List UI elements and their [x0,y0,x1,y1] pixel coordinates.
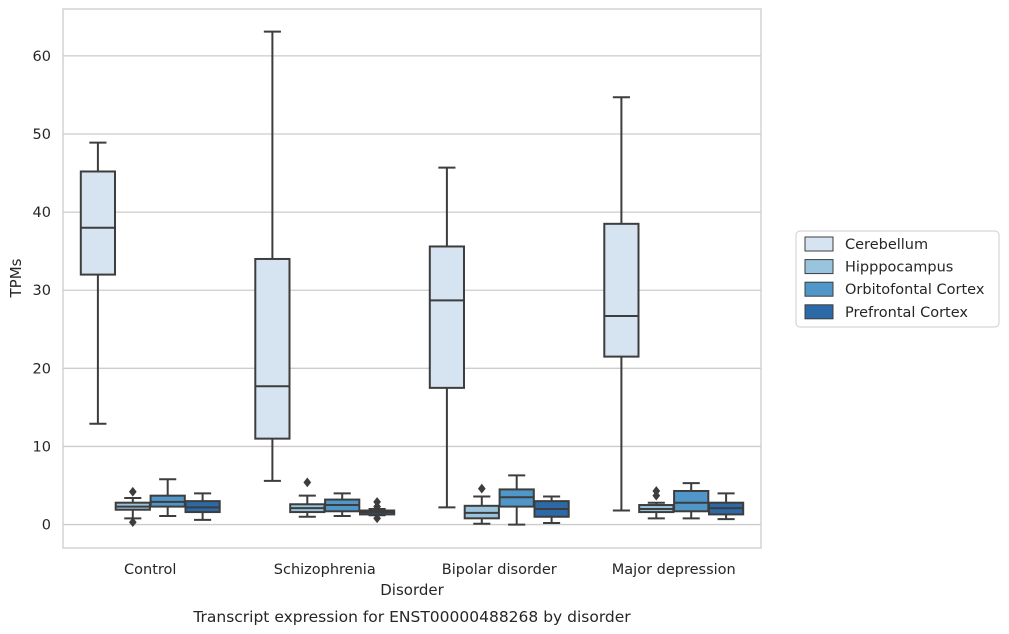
x-axis-label: Disorder [380,581,444,599]
legend-label: Prefrontal Cortex [845,305,968,321]
y-tick-label: 0 [42,518,51,534]
legend-swatch [804,281,834,297]
box-prefrontal-cortex-1 [358,497,396,524]
x-tick-label: Control [124,562,176,578]
y-tick-label: 40 [33,205,51,221]
legend-label: Orbitofontal Cortex [845,282,985,298]
box-body [603,222,640,358]
outlier-point [373,513,381,524]
y-tick-label: 50 [33,127,51,143]
outlier-point [477,483,486,494]
box-prefrontal-cortex-3 [707,492,745,521]
box-hipppocampus-3 [638,486,675,520]
box-orbitofontal-cortex-1 [324,492,361,517]
box-orbitofontal-cortex-2 [498,474,535,526]
grid-lines [63,55,761,526]
plot-area [79,30,745,528]
outlier-point [128,517,137,528]
box-hipppocampus-2 [463,483,500,525]
y-tick-label: 20 [33,361,51,377]
legend: Cerebellum Hipppocampus Orbitofontal Corte… [795,230,1000,328]
box-cerebellum-1 [254,30,291,482]
box-cerebellum-0 [79,141,117,425]
outlier-point [128,486,137,497]
legend-swatch [804,236,834,252]
y-tick-label: 60 [33,49,51,65]
x-axis-ticks: Control Schizophrenia Bipolar disorder Majo… [124,562,736,578]
plot-frame [62,8,762,549]
box-body [254,257,291,440]
x-tick-label: Schizophrenia [274,562,376,578]
x-tick-label: Bipolar disorder [442,562,557,578]
legend-label: Hipppocampus [845,260,953,276]
box-orbitofontal-cortex-0 [149,478,186,517]
box-cerebellum-2 [428,166,466,509]
x-tick-label: Major depression [612,562,736,578]
outlier-point [303,477,312,488]
box-prefrontal-cortex-2 [533,495,570,525]
box-cerebellum-3 [603,96,640,512]
legend-label: Cerebellum [845,237,928,253]
box-body [79,170,117,276]
chart-caption: Transcript expression for ENST0000048826… [192,608,631,626]
box-prefrontal-cortex-0 [184,492,221,521]
box-body [673,489,710,513]
y-axis-label: TPMs [7,258,25,298]
y-tick-label: 30 [33,283,51,299]
legend-swatch [804,304,834,320]
legend-swatch [804,259,834,275]
outlier-point [373,497,381,507]
box-body [428,245,466,389]
outlier-point [652,486,661,496]
y-axis-ticks: 0 10 20 30 40 50 60 [33,49,51,534]
box-hipppocampus-1 [289,477,326,518]
box-orbitofontal-cortex-3 [673,482,710,520]
y-tick-label: 10 [33,439,51,455]
legend-frame [795,230,1000,328]
box-hipppocampus-0 [114,486,151,528]
